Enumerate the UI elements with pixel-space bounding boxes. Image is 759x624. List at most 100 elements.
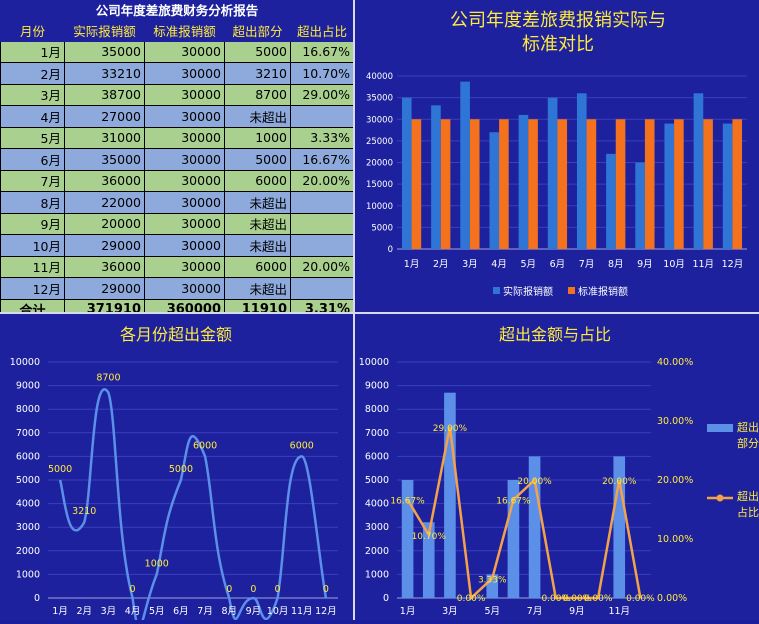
x-tick-label: 9月 [637, 259, 653, 270]
bar-excess [507, 480, 520, 598]
data-label: 16.67% [496, 497, 531, 507]
y-tick-label: 35000 [366, 94, 393, 104]
data-label: 0 [226, 584, 232, 595]
cell-excess: 8700 [224, 83, 291, 106]
y-tick-label: 1000 [365, 569, 389, 580]
bar-actual [635, 162, 645, 249]
table-row: 2月 33210 30000 3210 10.70% [0, 62, 354, 85]
cell-actual: 20000 [64, 212, 145, 235]
bar-excess [444, 392, 456, 598]
y-tick-label: 1000 [16, 569, 40, 580]
cell-month: 6月 [0, 148, 65, 171]
y-tick-label: 7000 [16, 428, 40, 439]
cell-ratio [290, 191, 354, 214]
cell-standard: 30000 [144, 40, 225, 63]
bar-actual [518, 114, 529, 249]
bar-standard [411, 119, 422, 249]
x-tick-label: 2月 [76, 606, 92, 617]
data-label: 5000 [169, 464, 193, 475]
table-title: 公司年度差旅费财务分析报告 [0, 0, 354, 20]
x-tick-label: 8月 [221, 606, 237, 617]
x-tick-label: 3月 [442, 606, 458, 617]
data-label: 0 [323, 584, 329, 595]
table-row: 8月 22000 30000 未超出 [0, 191, 354, 214]
data-label: 0 [275, 584, 281, 595]
data-label: 6000 [290, 440, 314, 451]
bar-actual [722, 123, 733, 249]
data-label: 29.00% [433, 424, 468, 434]
cell-ratio [290, 277, 354, 300]
chart-title: 超出金额与占比 [499, 325, 611, 344]
x-tick-label: 11月 [692, 259, 714, 270]
combo-chart-panel: 超出金额与占比 0 1000 2000 3000 4000 5000 6000 7000 8000… [353, 312, 759, 620]
y-tick-label: 40000 [366, 72, 393, 82]
data-label: 0.00% [584, 594, 613, 604]
x-tick-label: 9月 [246, 606, 262, 617]
combo-chart: 超出金额与占比 0 1000 2000 3000 4000 5000 6000 7000 8000… [359, 325, 759, 617]
x-tick-label: 2月 [433, 259, 449, 270]
bar-actual [489, 132, 500, 249]
y-tick-label: 10000 [366, 202, 393, 212]
bar-standard [499, 119, 509, 249]
y-tick-label: 6000 [16, 451, 40, 462]
cell-month: 3月 [0, 83, 65, 106]
cell-month: 8月 [0, 191, 65, 214]
bar-actual [431, 105, 441, 249]
x-tick-label: 7月 [197, 606, 213, 617]
bar-excess [528, 456, 541, 598]
cell-actual: 22000 [64, 191, 145, 214]
y-tick-label: 20000 [366, 159, 393, 169]
cell-excess: 未超出 [224, 212, 291, 235]
data-label: 0.00% [457, 594, 486, 604]
table-row: 1月 35000 30000 5000 16.67% [0, 40, 354, 63]
cell-ratio [290, 212, 354, 235]
y-tick-label: 10000 [10, 357, 40, 368]
legend-swatch [707, 424, 733, 432]
line-ratio [406, 426, 642, 601]
x-tick-label: 7月 [579, 259, 595, 270]
cell-actual: 36000 [64, 169, 145, 192]
table-row: 10月 29000 30000 未超出 [0, 234, 354, 257]
bar-standard [528, 119, 538, 249]
x-tick-label: 5月 [484, 606, 500, 617]
bar-standard [440, 119, 451, 249]
header-standard: 标准报销额 [144, 19, 225, 42]
data-label: 10.70% [412, 532, 447, 542]
table-row: 6月 35000 30000 5000 16.67% [0, 148, 354, 171]
y2-tick-label: 40.00% [657, 357, 693, 368]
y-tick-label: 8000 [365, 404, 389, 415]
data-label: 1000 [145, 558, 169, 569]
cell-standard: 30000 [144, 126, 225, 149]
bar-standard [644, 119, 655, 249]
x-tick-label: 7月 [527, 606, 543, 617]
data-label: 5000 [48, 464, 72, 475]
legend-marker [716, 494, 724, 502]
y-tick-label: 3000 [16, 522, 40, 533]
cell-month: 2月 [0, 62, 65, 85]
table-row: 5月 31000 30000 1000 3.33% [0, 126, 354, 149]
x-tick-label: 10月 [663, 259, 685, 270]
cell-excess: 未超出 [224, 234, 291, 257]
cell-standard: 30000 [144, 191, 225, 214]
data-label: 0 [250, 584, 256, 595]
cell-excess: 6000 [224, 255, 291, 278]
bar-actual [606, 153, 616, 249]
cell-ratio: 20.00% [290, 255, 354, 278]
y-tick-label: 2000 [16, 546, 40, 557]
x-tick-label: 8月 [608, 259, 624, 270]
header-actual: 实际报销额 [64, 19, 145, 42]
data-label: 0.00% [541, 594, 570, 604]
x-tick-label: 6月 [173, 606, 189, 617]
bar-actual [460, 81, 470, 249]
y-tick-label: 3000 [365, 522, 389, 533]
x-tick-label: 5月 [520, 259, 536, 270]
cell-standard: 30000 [144, 62, 225, 85]
data-label: 8700 [96, 373, 120, 384]
cell-excess: 6000 [224, 169, 291, 192]
table-row: 7月 36000 30000 6000 20.00% [0, 169, 354, 192]
legend-label: 部分 [737, 436, 759, 450]
y2-tick-label: 20.00% [657, 475, 693, 486]
x-tick-label: 6月 [550, 259, 566, 270]
y-tick-label: 7000 [365, 428, 389, 439]
